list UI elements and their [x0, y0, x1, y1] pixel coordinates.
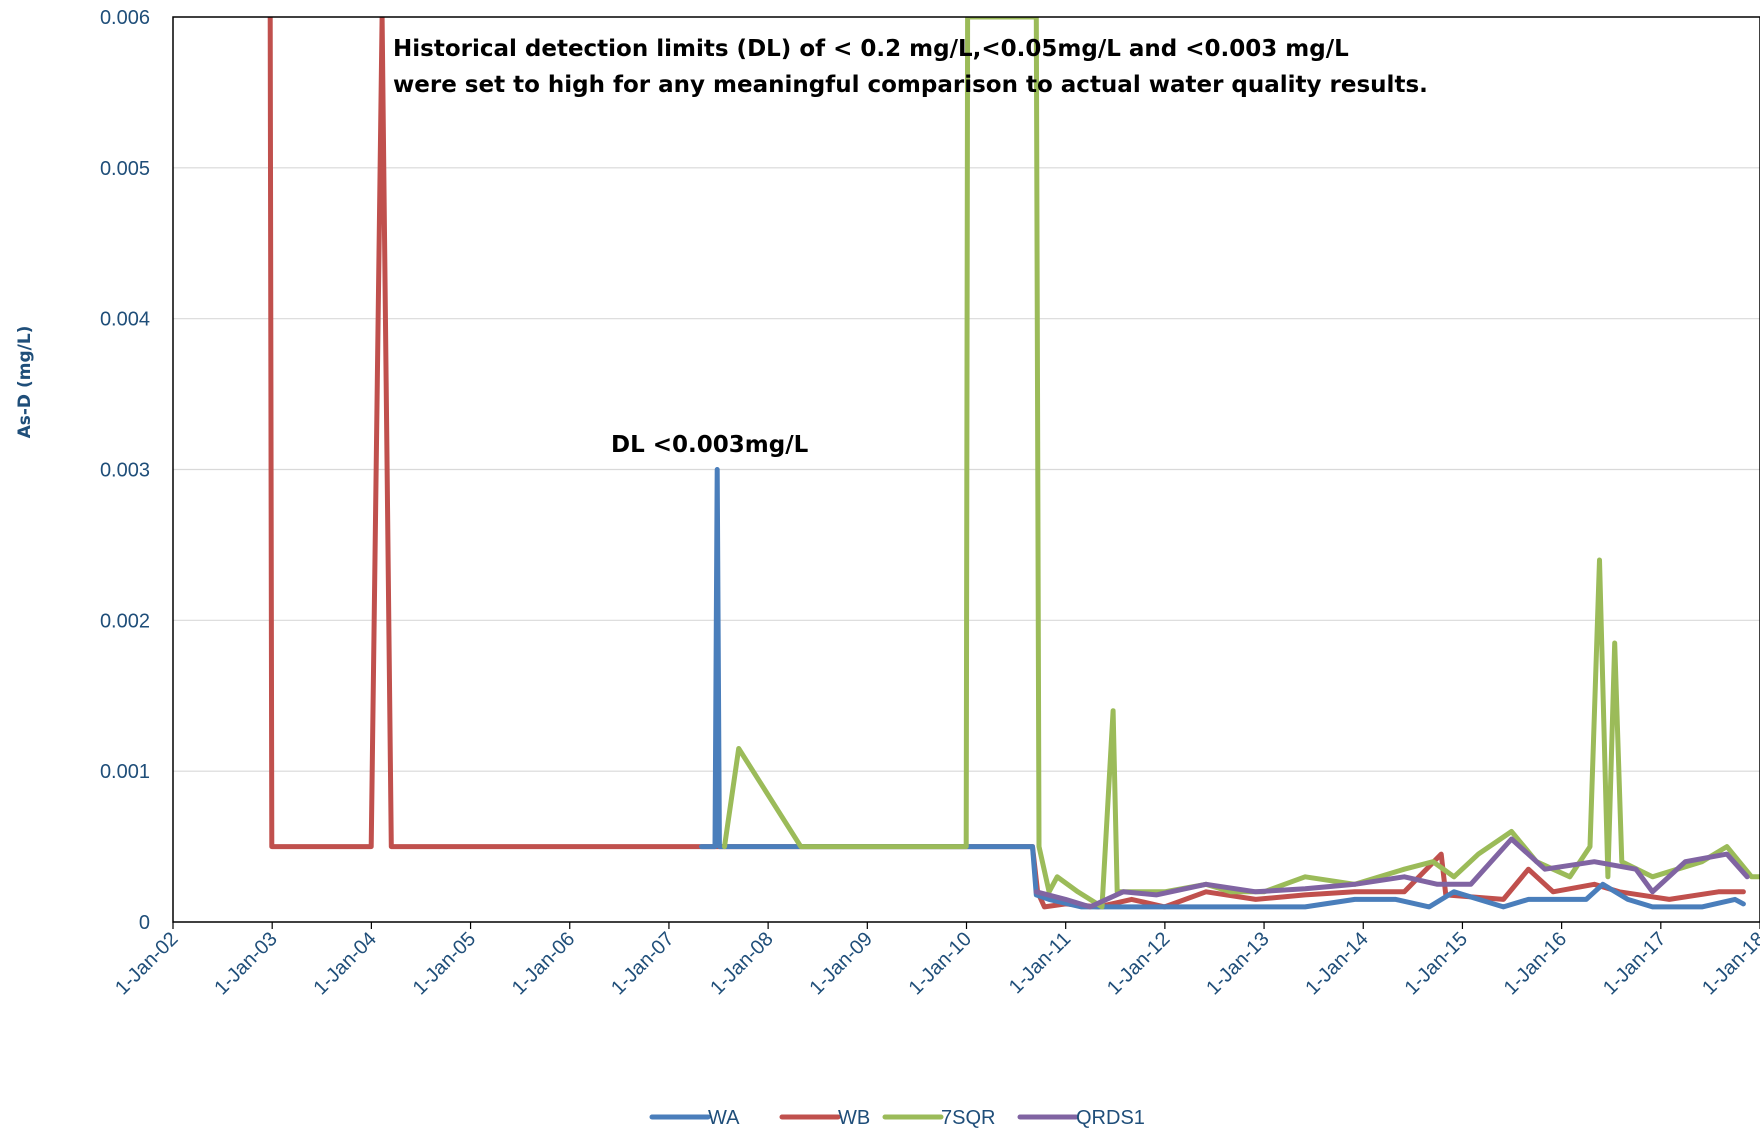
x-tick-label: 1-Jan-05 — [409, 928, 480, 999]
annotation-detection-limits: Historical detection limits (DL) of < 0.… — [393, 36, 1428, 98]
x-tick-label: 1-Jan-12 — [1103, 928, 1174, 999]
x-tick-label: 1-Jan-17 — [1599, 928, 1670, 999]
y-tick-label: 0.005 — [100, 158, 150, 180]
x-tick-label: 1-Jan-11 — [1005, 928, 1075, 998]
x-tick-label: 1-Jan-04 — [310, 928, 381, 999]
annotation-detection-limits-line-1: Historical detection limits (DL) of < 0.… — [393, 36, 1349, 62]
x-tick-label: 1-Jan-06 — [508, 928, 579, 999]
legend-label-wa: WA — [708, 1107, 740, 1129]
legend-label-qrds1: QRDS1 — [1076, 1107, 1145, 1129]
y-tick-label: 0.006 — [100, 7, 150, 29]
legend: WA WB 7SQR QRDS1 — [649, 1107, 1145, 1129]
x-tick-label: 1-Jan-10 — [905, 928, 976, 999]
x-tick-label: 1-Jan-15 — [1401, 928, 1472, 999]
x-tick-label: 1-Jan-13 — [1202, 928, 1273, 999]
x-axis-ticks: 1-Jan-02 1-Jan-03 1-Jan-04 1-Jan-05 1-Jan-06… — [111, 922, 1760, 999]
y-tick-label: 0.001 — [100, 761, 150, 783]
x-tick-label: 1-Jan-18 — [1698, 928, 1760, 999]
x-tick-label: 1-Jan-14 — [1301, 928, 1372, 999]
legend-label-wb: WB — [838, 1107, 870, 1129]
x-tick-label: 1-Jan-16 — [1500, 928, 1571, 999]
y-axis-ticks: 0 0.001 0.002 0.003 0.004 0.005 0.006 — [100, 7, 150, 934]
series-line-wb — [267, 17, 1746, 910]
y-tick-label: 0.004 — [100, 309, 150, 331]
y-axis-label: As-D (mg/L) — [15, 326, 35, 439]
legend-label-7sqr: 7SQR — [941, 1107, 995, 1129]
series-lines — [267, 17, 1760, 910]
x-tick-label: 1-Jan-09 — [805, 928, 876, 999]
series-line-qrds1 — [1033, 836, 1750, 910]
x-tick-label: 1-Jan-07 — [607, 928, 678, 999]
series-line-7sqr — [722, 17, 1760, 910]
annotation-dl-0003: DL <0.003mg/L — [611, 432, 809, 458]
x-tick-label: 1-Jan-08 — [706, 928, 777, 999]
y-tick-label: 0 — [139, 912, 150, 934]
series-line-wa — [699, 467, 1746, 910]
annotation-detection-limits-line-2: were set to high for any meaningful comp… — [393, 72, 1428, 98]
y-tick-label: 0.003 — [100, 460, 150, 482]
y-tick-label: 0.002 — [100, 610, 150, 632]
x-tick-label: 1-Jan-03 — [210, 928, 281, 999]
x-tick-label: 1-Jan-02 — [111, 928, 182, 999]
